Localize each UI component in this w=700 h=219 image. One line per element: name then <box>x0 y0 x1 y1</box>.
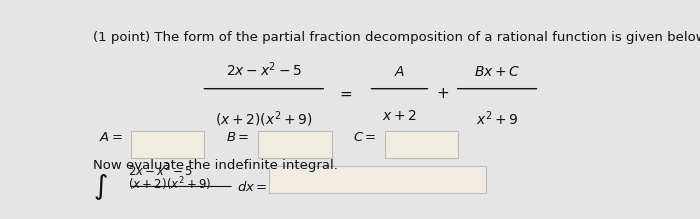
Text: $x + 2$: $x + 2$ <box>382 109 417 123</box>
Text: $Bx + C$: $Bx + C$ <box>474 65 520 79</box>
Text: $dx =$: $dx =$ <box>237 180 267 194</box>
Text: $A =$: $A =$ <box>99 131 123 144</box>
FancyBboxPatch shape <box>258 131 332 158</box>
Text: $=$: $=$ <box>337 86 354 101</box>
Text: $(x + 2)(x^2 + 9)$: $(x + 2)(x^2 + 9)$ <box>128 176 211 193</box>
Text: $2x - x^2 - 5$: $2x - x^2 - 5$ <box>128 163 193 180</box>
Text: $\int$: $\int$ <box>93 172 108 202</box>
Text: (1 point) The form of the partial fraction decomposition of a rational function : (1 point) The form of the partial fracti… <box>93 31 700 44</box>
Text: $(x + 2)(x^2 + 9)$: $(x + 2)(x^2 + 9)$ <box>215 109 313 129</box>
Text: $2x - x^2 - 5$: $2x - x^2 - 5$ <box>226 60 302 79</box>
Text: $B =$: $B =$ <box>226 131 249 144</box>
Text: $x^2 + 9$: $x^2 + 9$ <box>476 109 519 127</box>
Text: $A$: $A$ <box>394 65 405 79</box>
Text: $C =$: $C =$ <box>354 131 377 144</box>
FancyBboxPatch shape <box>270 166 486 193</box>
FancyBboxPatch shape <box>385 131 458 158</box>
Text: $+$: $+$ <box>436 86 449 101</box>
Text: Now evaluate the indefinite integral.: Now evaluate the indefinite integral. <box>93 159 338 172</box>
FancyBboxPatch shape <box>131 131 204 158</box>
